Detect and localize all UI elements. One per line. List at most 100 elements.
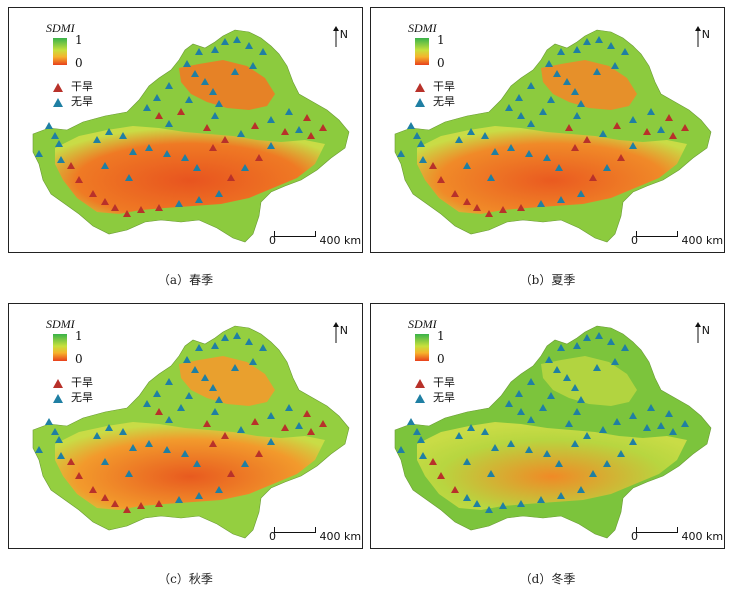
sdmi-map [32, 29, 350, 243]
station-marker [195, 196, 203, 203]
legend-no-drought: 无旱 [415, 389, 455, 405]
station-marker [571, 88, 579, 95]
junggar-basin [541, 356, 637, 406]
station-marker [237, 130, 245, 137]
station-marker [137, 502, 145, 509]
legend-drought: 干旱 [53, 374, 93, 390]
station-marker [515, 390, 523, 397]
station-marker [485, 506, 493, 513]
ramp-max-label: 1 [75, 33, 83, 47]
station-marker [201, 374, 209, 381]
station-marker [143, 400, 151, 407]
panel-caption: （a）春季 [157, 273, 214, 287]
station-marker [105, 128, 113, 135]
north-label: N [701, 324, 710, 337]
station-marker [227, 174, 235, 181]
station-marker [119, 132, 127, 139]
station-marker [155, 112, 163, 119]
station-marker [429, 458, 437, 465]
station-marker [123, 210, 131, 217]
station-marker [515, 94, 523, 101]
station-marker [55, 140, 63, 147]
station-marker [553, 366, 561, 373]
station-marker [267, 142, 275, 149]
north-label: N [339, 28, 348, 41]
station-marker [237, 426, 245, 433]
station-marker [259, 344, 267, 351]
station-marker [525, 150, 533, 157]
station-marker [647, 404, 655, 411]
station-marker [485, 210, 493, 217]
scale-zero: 0 [631, 530, 638, 543]
station-marker [101, 494, 109, 501]
station-marker [215, 100, 223, 107]
station-marker [211, 112, 219, 119]
station-marker [231, 68, 239, 75]
station-marker [437, 176, 445, 183]
station-marker [221, 334, 229, 341]
station-marker [555, 164, 563, 171]
legend-title: SDMI [408, 21, 437, 35]
station-marker [451, 486, 459, 493]
station-marker [211, 46, 219, 53]
station-marker [183, 356, 191, 363]
station-marker [155, 204, 163, 211]
station-marker [281, 424, 289, 431]
station-marker [165, 120, 173, 127]
station-marker [499, 206, 507, 213]
color-ramp [53, 334, 67, 361]
station-marker [249, 358, 257, 365]
station-marker [527, 120, 535, 127]
station-marker [191, 70, 199, 77]
station-marker [419, 452, 427, 459]
ramp-max-label: 1 [437, 329, 445, 343]
station-marker [101, 198, 109, 205]
station-marker [125, 174, 133, 181]
station-marker [249, 62, 257, 69]
map-panel-4: SDMI 1 0 干旱 无旱 N 0 400 km [370, 303, 725, 549]
arrow-up-icon [332, 322, 339, 343]
map-panel-3: SDMI 1 0 干旱 无旱 N 0 400 km [8, 303, 363, 549]
station-marker [215, 486, 223, 493]
station-marker [595, 332, 603, 339]
station-marker [267, 438, 275, 445]
station-marker [35, 446, 43, 453]
map-panel-2: SDMI 1 0 干旱 无旱 N 0 400 km [370, 7, 725, 253]
station-marker [543, 154, 551, 161]
station-marker [255, 154, 263, 161]
station-marker [155, 500, 163, 507]
station-marker [557, 48, 565, 55]
map-panel-1: SDMI 1 0 干旱 无旱 N 0 400 km [8, 7, 363, 253]
north-arrow: N [694, 322, 710, 343]
station-marker [153, 94, 161, 101]
station-marker [163, 150, 171, 157]
station-marker [607, 338, 615, 345]
no-drought-label: 无旱 [433, 391, 455, 404]
station-marker [571, 440, 579, 447]
station-marker [437, 472, 445, 479]
station-marker [397, 446, 405, 453]
station-marker [629, 142, 637, 149]
station-marker [177, 108, 185, 115]
station-marker [589, 470, 597, 477]
station-marker [307, 132, 315, 139]
station-marker [195, 344, 203, 351]
station-marker [221, 136, 229, 143]
station-marker [491, 444, 499, 451]
station-marker [573, 46, 581, 53]
station-marker [255, 450, 263, 457]
station-marker [57, 156, 65, 163]
sdmi-map [394, 29, 712, 243]
station-marker [517, 500, 525, 507]
station-marker [613, 418, 621, 425]
station-marker [417, 140, 425, 147]
color-ramp [53, 38, 67, 65]
triangle-icon [53, 82, 63, 92]
legend-title: SDMI [46, 21, 75, 35]
station-marker [75, 176, 83, 183]
ramp-max-label: 1 [437, 33, 445, 47]
station-marker [539, 404, 547, 411]
station-marker [123, 506, 131, 513]
station-marker [577, 190, 585, 197]
station-marker [555, 460, 563, 467]
